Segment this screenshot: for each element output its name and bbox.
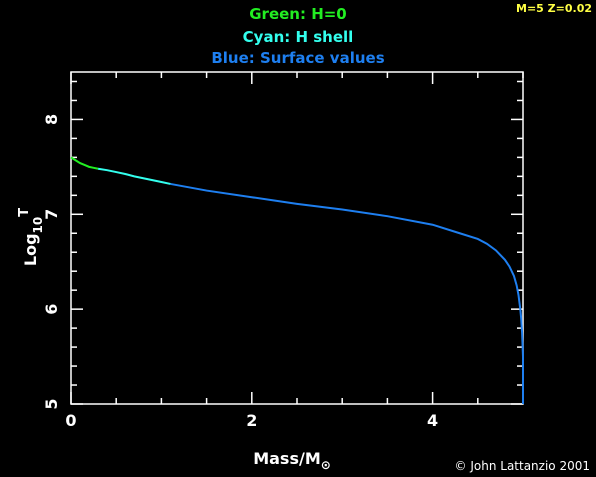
- y-tick-label: 8: [42, 114, 61, 125]
- data-lines: [70, 156, 524, 404]
- series-line-0: [70, 156, 99, 170]
- y-axis-label-sup: T: [17, 208, 32, 217]
- legend-cyan-entry: Cyan: H shell: [242, 28, 354, 46]
- y-axis-label: Log10T: [17, 208, 45, 266]
- tick-marks: [70, 72, 524, 405]
- model-parameters-label: M=5 Z=0.02: [516, 2, 592, 15]
- x-tick-label: 4: [427, 411, 438, 430]
- credit-label: © John Lattanzio 2001: [454, 459, 590, 473]
- y-tick-label: 5: [42, 398, 61, 409]
- y-axis-label-main: Log: [21, 233, 40, 266]
- x-axis-label: Mass/M⊙: [253, 449, 331, 472]
- tick-labels: 0 2 4 5 6 7 8: [42, 114, 438, 430]
- legend-blue-entry: Blue: Surface values: [211, 49, 385, 67]
- y-tick-label: 7: [42, 209, 61, 220]
- plot-frame: [70, 71, 524, 405]
- legend-green-entry: Green: H=0: [249, 5, 347, 23]
- x-axis-label-sub: ⊙: [321, 458, 331, 472]
- y-tick-label: 6: [42, 304, 61, 315]
- series-line-2: [170, 182, 524, 404]
- y-axis-label-sub: 10: [31, 217, 45, 234]
- series-line-1: [97, 167, 171, 185]
- x-axis-label-main: Mass/M: [253, 449, 321, 468]
- x-tick-label: 0: [65, 411, 76, 430]
- x-tick-label: 2: [246, 411, 257, 430]
